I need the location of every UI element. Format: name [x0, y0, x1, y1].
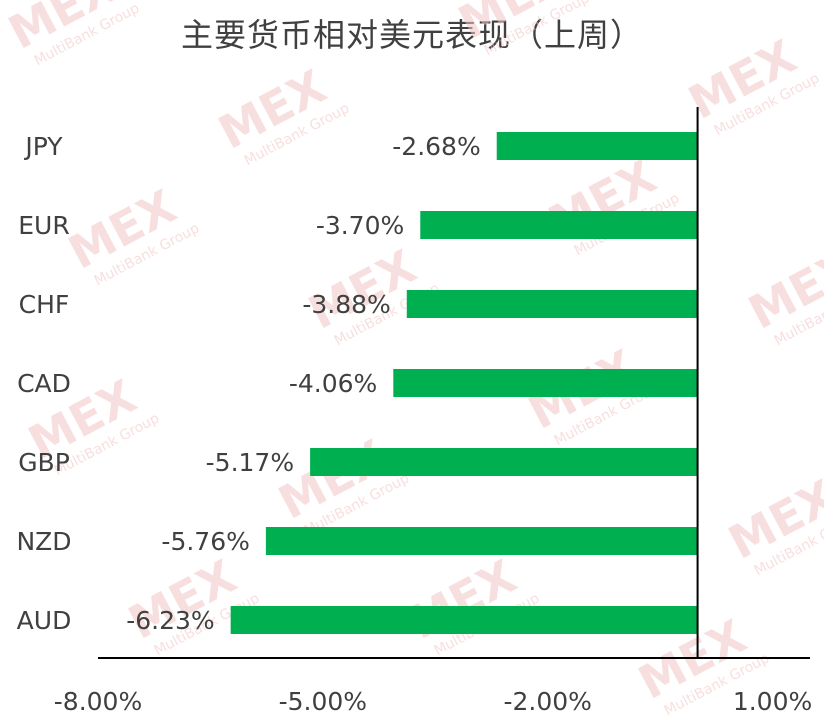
watermark-subtext: MultiBank Group — [772, 280, 824, 349]
watermark-subtext: MultiBank Group — [752, 510, 824, 579]
bar-aud — [230, 606, 698, 634]
data-label-gbp: -5.17% — [206, 448, 294, 477]
data-label-eur: -3.70% — [316, 211, 404, 240]
watermark-subtext: MultiBank Group — [32, 0, 142, 69]
watermark-subtext: MultiBank Group — [242, 100, 352, 169]
watermark-subtext: MultiBank Group — [482, 0, 592, 59]
watermark-logo: MEX — [0, 0, 125, 60]
x-tick-label: -5.00% — [279, 687, 367, 716]
category-label-cad: CAD — [17, 369, 71, 398]
data-label-aud: -6.23% — [126, 606, 214, 635]
category-label-jpy: JPY — [23, 132, 63, 161]
category-label-aud: AUD — [17, 606, 72, 635]
bar-nzd — [265, 527, 698, 555]
watermark-logo: MEX — [60, 179, 185, 280]
watermark-logo: MEX — [720, 469, 824, 570]
x-tick-label: -8.00% — [54, 687, 142, 716]
watermark-logo: MEX — [400, 549, 525, 650]
chart-title: 主要货币相对美元表现（上周） — [180, 16, 643, 54]
bar-jpy — [496, 132, 698, 160]
axis-layer: -8.00% -5.00% -2.00% 1.00% — [54, 107, 812, 716]
data-label-chf: -3.88% — [302, 290, 390, 319]
watermark-logo: MEX — [740, 239, 824, 340]
category-label-eur: EUR — [18, 211, 69, 240]
bar-eur — [420, 211, 698, 239]
watermark-logo: MEX — [270, 429, 395, 530]
data-label-jpy: -2.68% — [392, 132, 480, 161]
data-label-nzd: -5.76% — [161, 527, 249, 556]
bar-cad — [393, 369, 698, 397]
category-label-gbp: GBP — [18, 448, 70, 477]
data-label-cad: -4.06% — [289, 369, 377, 398]
bar-chf — [406, 290, 698, 318]
watermark-subtext: MultiBank Group — [712, 70, 822, 139]
category-label-chf: CHF — [19, 290, 70, 319]
label-layer: -2.68% JPY -3.70% EUR -3.88% CHF -4.06% CAD -5.1… — [16, 132, 480, 635]
category-label-nzd: NZD — [16, 527, 71, 556]
watermark-logo: MEX — [450, 0, 575, 50]
x-tick-label: 1.00% — [733, 687, 812, 716]
watermark-logo: MEX — [210, 59, 335, 160]
x-tick-label: -2.00% — [503, 687, 591, 716]
watermark-subtext: MultiBank Group — [92, 220, 202, 289]
bar-gbp — [310, 448, 698, 476]
bar-layer — [230, 132, 698, 634]
